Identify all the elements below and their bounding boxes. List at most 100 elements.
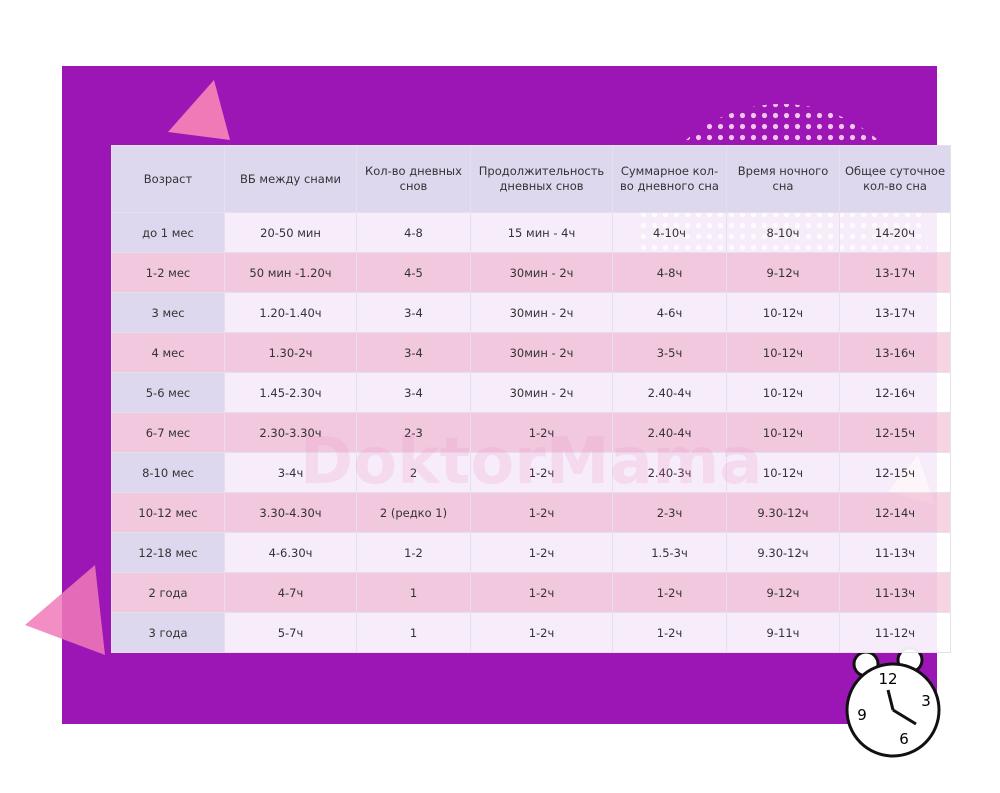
header-cell: Продолжительность дневных снов — [470, 145, 613, 213]
value-cell: 15 мин - 4ч — [470, 212, 613, 253]
value-cell: 1-2ч — [470, 452, 613, 493]
value-cell: 1-2ч — [612, 612, 727, 653]
value-cell: 1-2ч — [470, 572, 613, 613]
value-cell: 1.5-3ч — [612, 532, 727, 573]
age-cell: 3 года — [111, 612, 225, 653]
value-cell: 1-2ч — [470, 532, 613, 573]
sleep-table: Возраст ВБ между снами Кол-во дневных снов… — [111, 145, 951, 653]
value-cell: 4-6ч — [612, 292, 727, 333]
age-cell: 12-18 мес — [111, 532, 225, 573]
table-row: 4 мес 1.30-2ч 3-4 30мин - 2ч 3-5ч 10-12ч 13-16… — [111, 332, 951, 373]
value-cell: 9.30-12ч — [726, 532, 840, 573]
value-cell: 1-2 — [356, 532, 471, 573]
value-cell: 2 (редко 1) — [356, 492, 471, 533]
value-cell: 9-11ч — [726, 612, 840, 653]
header-row: Возраст ВБ между снами Кол-во дневных снов… — [111, 145, 951, 213]
value-cell: 11-12ч — [839, 612, 951, 653]
value-cell: 14-20ч — [839, 212, 951, 253]
value-cell: 13-17ч — [839, 252, 951, 293]
value-cell: 11-13ч — [839, 572, 951, 613]
age-cell: 2 года — [111, 572, 225, 613]
value-cell: 4-5 — [356, 252, 471, 293]
header-cell: ВБ между снами — [224, 145, 357, 213]
value-cell: 10-12ч — [726, 372, 840, 413]
value-cell: 9.30-12ч — [726, 492, 840, 533]
clock-number: 3 — [921, 692, 931, 710]
value-cell: 10-12ч — [726, 412, 840, 453]
value-cell: 20-50 мин — [224, 212, 357, 253]
value-cell: 1-2ч — [470, 492, 613, 533]
table-row: 5-6 мес 1.45-2.30ч 3-4 30мин - 2ч 2.40-4ч 10-… — [111, 372, 951, 413]
value-cell: 1-2ч — [470, 612, 613, 653]
age-cell: 5-6 мес — [111, 372, 225, 413]
value-cell: 12-16ч — [839, 372, 951, 413]
value-cell: 1-2ч — [470, 412, 613, 453]
header-cell: Общее суточное кол-во сна — [839, 145, 951, 213]
table-row: 10-12 мес 3.30-4.30ч 2 (редко 1) 1-2ч 2-3ч 9.… — [111, 492, 951, 533]
value-cell: 13-17ч — [839, 292, 951, 333]
value-cell: 8-10ч — [726, 212, 840, 253]
table-row: до 1 мес 20-50 мин 4-8 15 мин - 4ч 4-10ч 8-10… — [111, 212, 951, 253]
value-cell: 10-12ч — [726, 292, 840, 333]
clock-number: 6 — [899, 730, 909, 748]
table-row: 12-18 мес 4-6.30ч 1-2 1-2ч 1.5-3ч 9.30-12ч 11-… — [111, 532, 951, 573]
header-cell: Возраст — [111, 145, 225, 213]
value-cell: 4-6.30ч — [224, 532, 357, 573]
clock-number: 9 — [857, 706, 867, 724]
value-cell: 1 — [356, 612, 471, 653]
age-cell: 8-10 мес — [111, 452, 225, 493]
value-cell: 2-3ч — [612, 492, 727, 533]
table-row: 6-7 мес 2.30-3.30ч 2-3 1-2ч 2.40-4ч 10-12ч 12-… — [111, 412, 951, 453]
value-cell: 5-7ч — [224, 612, 357, 653]
value-cell: 12-15ч — [839, 412, 951, 453]
value-cell: 2-3 — [356, 412, 471, 453]
table-row: 8-10 мес 3-4ч 2 1-2ч 2.40-3ч 10-12ч 12-15ч — [111, 452, 951, 493]
value-cell: 4-7ч — [224, 572, 357, 613]
value-cell: 9-12ч — [726, 252, 840, 293]
value-cell: 11-13ч — [839, 532, 951, 573]
age-cell: 3 мес — [111, 292, 225, 333]
value-cell: 3-5ч — [612, 332, 727, 373]
value-cell: 30мин - 2ч — [470, 292, 613, 333]
value-cell: 1 — [356, 572, 471, 613]
value-cell: 2.40-4ч — [612, 412, 727, 453]
value-cell: 12-14ч — [839, 492, 951, 533]
table-row: 3 года 5-7ч 1 1-2ч 1-2ч 9-11ч 11-12ч — [111, 612, 951, 653]
value-cell: 10-12ч — [726, 332, 840, 373]
age-cell: 6-7 мес — [111, 412, 225, 453]
value-cell: 2.40-4ч — [612, 372, 727, 413]
value-cell: 3-4 — [356, 292, 471, 333]
value-cell: 1.45-2.30ч — [224, 372, 357, 413]
value-cell: 4-10ч — [612, 212, 727, 253]
header-cell: Кол-во дневных снов — [356, 145, 471, 213]
value-cell: 3-4 — [356, 372, 471, 413]
age-cell: 4 мес — [111, 332, 225, 373]
age-cell: до 1 мес — [111, 212, 225, 253]
value-cell: 2.30-3.30ч — [224, 412, 357, 453]
table-row: 1-2 мес 50 мин -1.20ч 4-5 30мин - 2ч 4-8ч 9-1… — [111, 252, 951, 293]
value-cell: 10-12ч — [726, 452, 840, 493]
value-cell: 30мин - 2ч — [470, 252, 613, 293]
age-cell: 10-12 мес — [111, 492, 225, 533]
triangle — [25, 565, 105, 655]
triangle — [168, 80, 230, 140]
value-cell: 2.40-3ч — [612, 452, 727, 493]
value-cell: 3-4ч — [224, 452, 357, 493]
value-cell: 4-8ч — [612, 252, 727, 293]
table-row: 2 года 4-7ч 1 1-2ч 1-2ч 9-12ч 11-13ч — [111, 572, 951, 613]
value-cell: 1-2ч — [612, 572, 727, 613]
age-cell: 1-2 мес — [111, 252, 225, 293]
value-cell: 1.20-1.40ч — [224, 292, 357, 333]
value-cell: 3-4 — [356, 332, 471, 373]
table-row: 3 мес 1.20-1.40ч 3-4 30мин - 2ч 4-6ч 10-12ч 13… — [111, 292, 951, 333]
value-cell: 1.30-2ч — [224, 332, 357, 373]
value-cell: 13-16ч — [839, 332, 951, 373]
value-cell: 30мин - 2ч — [470, 372, 613, 413]
value-cell: 12-15ч — [839, 452, 951, 493]
value-cell: 50 мин -1.20ч — [224, 252, 357, 293]
value-cell: 9-12ч — [726, 572, 840, 613]
value-cell: 3.30-4.30ч — [224, 492, 357, 533]
header-cell: Время ночного сна — [726, 145, 840, 213]
value-cell: 30мин - 2ч — [470, 332, 613, 373]
